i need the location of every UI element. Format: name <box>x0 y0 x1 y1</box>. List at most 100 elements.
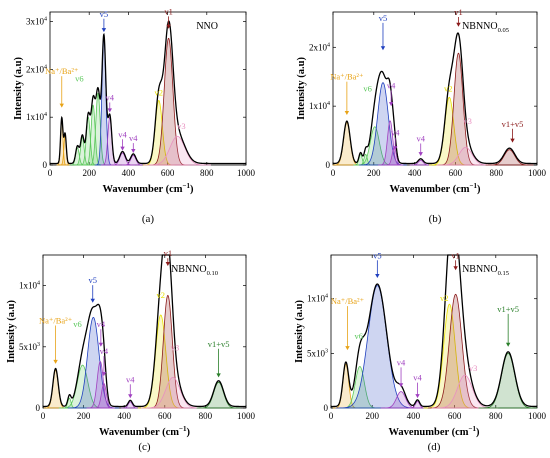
component-peak-v4-3 <box>121 155 145 166</box>
peak-label: v5 <box>373 250 382 260</box>
y-tick-label-exponent: 3 <box>37 342 40 348</box>
y-tick-label-exponent: 4 <box>37 281 40 287</box>
component-peak-v1-v5-1 <box>485 149 534 166</box>
peak-label: v6 <box>363 83 372 93</box>
x-axis-title: Wavenumber (cm−1) <box>99 425 191 438</box>
x-axis-title-text: Wavenumber <box>388 427 449 438</box>
peak-arrow-head <box>59 103 64 108</box>
x-axis-title-unit-exponent: −1 <box>470 182 478 190</box>
y-tick-label-base: 0 <box>326 160 331 170</box>
peak-arrow-head <box>398 383 404 388</box>
x-tick-label: 200 <box>367 168 381 178</box>
y-tick-label: 1x104 <box>307 294 328 304</box>
component-peak-na-ba--1 <box>43 369 68 409</box>
x-tick-label: 600 <box>158 411 172 421</box>
peak-arrow-head <box>107 108 112 113</box>
x-tick-label: 800 <box>199 411 213 421</box>
y-tick-label: 1x104 <box>19 281 40 291</box>
x-axis-title-unit-exponent: −1 <box>179 425 187 433</box>
y-tick-label-exponent: 4 <box>327 42 330 48</box>
x-axis-title-close-paren: ) <box>190 184 194 195</box>
peak-label: Na⁺/Ba²⁺ <box>330 72 364 82</box>
component-peak-v3-1 <box>436 146 495 166</box>
peak-label: v3 <box>469 363 478 373</box>
component-peak-na-ba--1 <box>332 363 359 409</box>
y-tick-label: 0 <box>36 403 41 413</box>
peak-label: v4 <box>129 133 138 143</box>
panel-title-subscript: 0.10 <box>207 270 218 277</box>
peak-arrow-head <box>344 110 350 115</box>
y-tick-label-exponent: 4 <box>325 294 328 300</box>
x-axis-title: Wavenumber (cm−1) <box>102 182 194 195</box>
component-peak-v1-v5-1 <box>196 381 241 409</box>
peak-arrow-head <box>380 46 386 51</box>
x-tick-label: 1000 <box>528 168 547 178</box>
y-tick-label-exponent: 4 <box>44 64 47 70</box>
peak-label: v1+v5 <box>208 339 230 349</box>
peak-label: v4 <box>118 129 127 139</box>
peak-label: v2 <box>156 290 165 300</box>
peak-label: v6 <box>73 319 82 329</box>
component-peak-v6-2 <box>58 364 107 409</box>
y-tick-label-base: 1x10 <box>307 294 326 304</box>
peak-label: v4 <box>126 374 135 384</box>
x-axis-title: Wavenumber (cm−1) <box>389 182 481 195</box>
chart-panel-3: 0 200 400 600 800 1000 0 5x103 1x104 Na⁺/Ba²⁺ v6 v5… <box>6 248 256 453</box>
x-tick-label: 600 <box>448 411 462 421</box>
peak-label: v4 <box>416 133 425 143</box>
x-axis-title-unit: (cm <box>452 427 469 438</box>
x-tick-label: 0 <box>48 168 53 178</box>
measured-spectrum-line <box>50 20 246 165</box>
x-tick-label: 400 <box>117 411 131 421</box>
component-peak-v4-1 <box>378 120 403 166</box>
panel-title-main: NBNNO <box>462 264 498 275</box>
measured-spectrum-line <box>333 32 537 165</box>
peak-arrow-head <box>166 24 171 29</box>
peak-label: v1+v5 <box>502 119 524 129</box>
peak-label: Na⁺/Ba²⁺ <box>331 296 365 306</box>
component-peak-v1-1 <box>438 52 479 166</box>
y-axis-title: Intensity (a.u) <box>13 56 24 120</box>
peak-label: v4 <box>391 128 400 138</box>
x-axis-title-unit-exponent: −1 <box>183 182 191 190</box>
x-tick-label: 0 <box>329 411 334 421</box>
peak-label: v4 <box>106 92 115 102</box>
y-tick-label: 5x103 <box>307 348 328 358</box>
peak-label: v2 <box>444 83 453 93</box>
y-tick-label-base: 2x10 <box>26 64 45 74</box>
x-tick-label: 400 <box>407 411 421 421</box>
x-tick-label: 1000 <box>528 411 547 421</box>
x-tick-label: 600 <box>161 168 175 178</box>
peak-arrow-head <box>456 22 461 27</box>
component-peak-na-ba--1 <box>332 122 362 166</box>
y-tick-label: 2x104 <box>309 42 330 52</box>
component-peak-v6-3 <box>79 116 98 166</box>
peak-label: v6 <box>355 331 364 341</box>
x-axis-title-unit: (cm <box>166 184 183 195</box>
peak-arrow-head <box>101 372 107 377</box>
panel-title: NBNNO0.05 <box>462 21 509 34</box>
x-tick-label: 0 <box>41 411 46 421</box>
peak-label: v3 <box>463 116 472 126</box>
component-peak-v3-1 <box>143 135 211 166</box>
x-tick-label: 200 <box>77 411 91 421</box>
peak-arrow-head <box>120 146 125 151</box>
peak-label: v5 <box>100 9 109 19</box>
peak-arrow-head <box>165 262 171 267</box>
peak-arrow-head <box>453 266 458 271</box>
y-tick-label-base: 3x10 <box>26 17 45 27</box>
peak-arrow-head <box>101 28 107 33</box>
y-tick-label: 3x104 <box>26 17 47 27</box>
x-axis-title-close-paren: ) <box>476 427 480 438</box>
component-peak-v4-2 <box>92 383 115 409</box>
y-axis-title: Intensity (a.u) <box>294 299 305 363</box>
peak-arrow-head <box>345 346 350 351</box>
peak-arrow-head <box>128 394 133 399</box>
component-peak-v4-3 <box>121 401 140 409</box>
y-tick-label-exponent: 4 <box>44 112 47 118</box>
peak-label: v4 <box>97 319 106 329</box>
peak-label: v6 <box>75 73 84 83</box>
x-axis-title-unit-exponent: −1 <box>469 425 477 433</box>
x-axis-title-text: Wavenumber <box>99 427 160 438</box>
